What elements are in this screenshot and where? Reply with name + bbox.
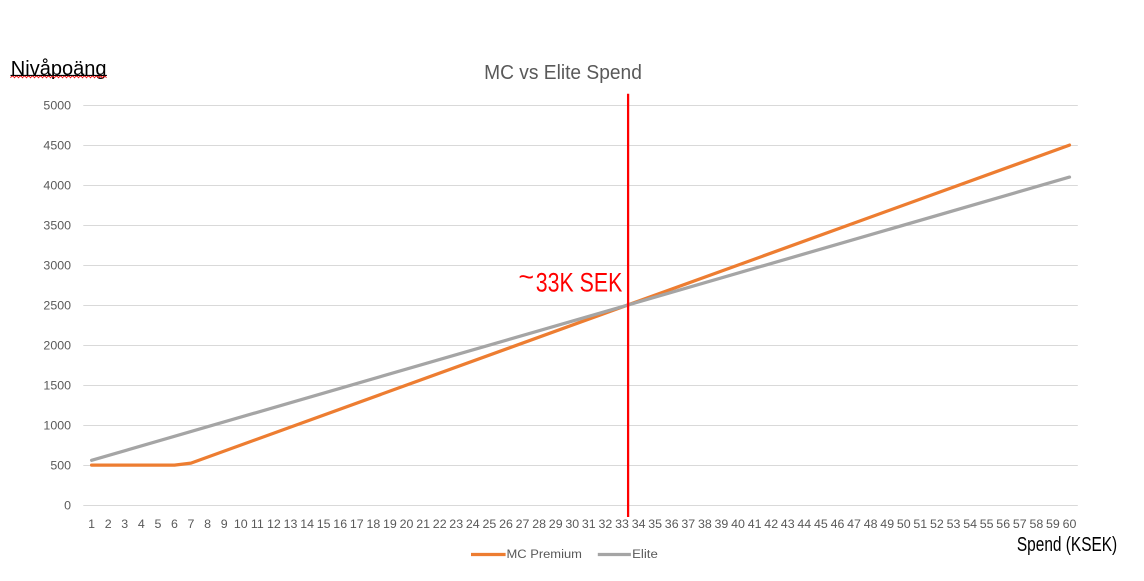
svg-text:10: 10 — [234, 517, 248, 531]
svg-text:2500: 2500 — [43, 299, 71, 313]
svg-text:1500: 1500 — [43, 379, 71, 393]
svg-text:~: ~ — [519, 262, 535, 292]
svg-text:20: 20 — [400, 517, 414, 531]
svg-text:28: 28 — [532, 517, 546, 531]
svg-text:57: 57 — [1013, 517, 1027, 531]
svg-text:4500: 4500 — [43, 139, 71, 153]
svg-text:9: 9 — [221, 517, 228, 531]
svg-text:3500: 3500 — [43, 219, 71, 233]
svg-text:32: 32 — [599, 517, 613, 531]
svg-text:Spend (KSEK): Spend (KSEK) — [1017, 534, 1117, 556]
svg-text:3000: 3000 — [43, 259, 71, 273]
svg-text:59: 59 — [1046, 517, 1060, 531]
svg-text:37: 37 — [681, 517, 695, 531]
svg-text:23: 23 — [449, 517, 463, 531]
svg-text:11: 11 — [251, 517, 264, 531]
svg-text:26: 26 — [499, 517, 513, 531]
svg-text:5: 5 — [154, 517, 161, 531]
svg-text:18: 18 — [367, 517, 381, 531]
svg-text:30: 30 — [565, 517, 579, 531]
svg-text:45: 45 — [814, 517, 828, 531]
svg-text:38: 38 — [698, 517, 712, 531]
svg-text:19: 19 — [383, 517, 397, 531]
svg-text:16: 16 — [333, 517, 347, 531]
svg-text:8: 8 — [204, 517, 211, 531]
svg-text:60: 60 — [1063, 517, 1077, 531]
svg-text:12: 12 — [267, 517, 281, 531]
svg-text:48: 48 — [864, 517, 878, 531]
svg-text:40: 40 — [731, 517, 745, 531]
svg-text:31: 31 — [582, 517, 596, 531]
svg-text:1: 1 — [88, 517, 95, 531]
svg-text:52: 52 — [930, 517, 944, 531]
svg-text:Nivåpoäng: Nivåpoäng — [11, 58, 107, 80]
svg-text:2: 2 — [105, 517, 112, 531]
svg-text:46: 46 — [831, 517, 845, 531]
svg-text:49: 49 — [880, 517, 894, 531]
svg-text:22: 22 — [433, 517, 447, 531]
svg-text:24: 24 — [466, 517, 480, 531]
svg-text:53: 53 — [947, 517, 961, 531]
svg-text:50: 50 — [897, 517, 911, 531]
svg-text:58: 58 — [1030, 517, 1044, 531]
svg-text:1000: 1000 — [43, 419, 71, 433]
svg-text:44: 44 — [797, 517, 811, 531]
svg-text:7: 7 — [188, 517, 195, 531]
svg-text:14: 14 — [300, 517, 314, 531]
svg-text:54: 54 — [963, 517, 977, 531]
svg-text:0: 0 — [64, 499, 71, 513]
svg-text:35: 35 — [648, 517, 662, 531]
svg-text:51: 51 — [913, 517, 927, 531]
svg-text:Elite: Elite — [632, 547, 658, 561]
svg-text:21: 21 — [416, 517, 430, 531]
svg-text:47: 47 — [847, 517, 861, 531]
svg-text:55: 55 — [980, 517, 994, 531]
svg-text:4: 4 — [138, 517, 145, 531]
svg-text:MC Premium: MC Premium — [507, 547, 582, 561]
svg-text:4000: 4000 — [43, 179, 71, 193]
svg-text:17: 17 — [350, 517, 364, 531]
svg-text:41: 41 — [748, 517, 762, 531]
svg-text:MC vs Elite Spend: MC vs Elite Spend — [484, 62, 642, 84]
svg-text:13: 13 — [284, 517, 298, 531]
svg-text:15: 15 — [317, 517, 331, 531]
svg-text:2000: 2000 — [43, 339, 71, 353]
svg-text:25: 25 — [483, 517, 497, 531]
svg-text:27: 27 — [516, 517, 530, 531]
svg-text:33K SEK: 33K SEK — [536, 268, 623, 298]
svg-text:29: 29 — [549, 517, 563, 531]
svg-text:500: 500 — [50, 459, 71, 473]
svg-text:5000: 5000 — [43, 99, 71, 113]
svg-text:36: 36 — [665, 517, 679, 531]
svg-text:56: 56 — [996, 517, 1010, 531]
svg-text:33: 33 — [615, 517, 629, 531]
svg-text:39: 39 — [715, 517, 729, 531]
svg-text:3: 3 — [121, 517, 128, 531]
svg-text:34: 34 — [632, 517, 646, 531]
svg-text:43: 43 — [781, 517, 795, 531]
svg-text:6: 6 — [171, 517, 178, 531]
svg-text:42: 42 — [764, 517, 778, 531]
